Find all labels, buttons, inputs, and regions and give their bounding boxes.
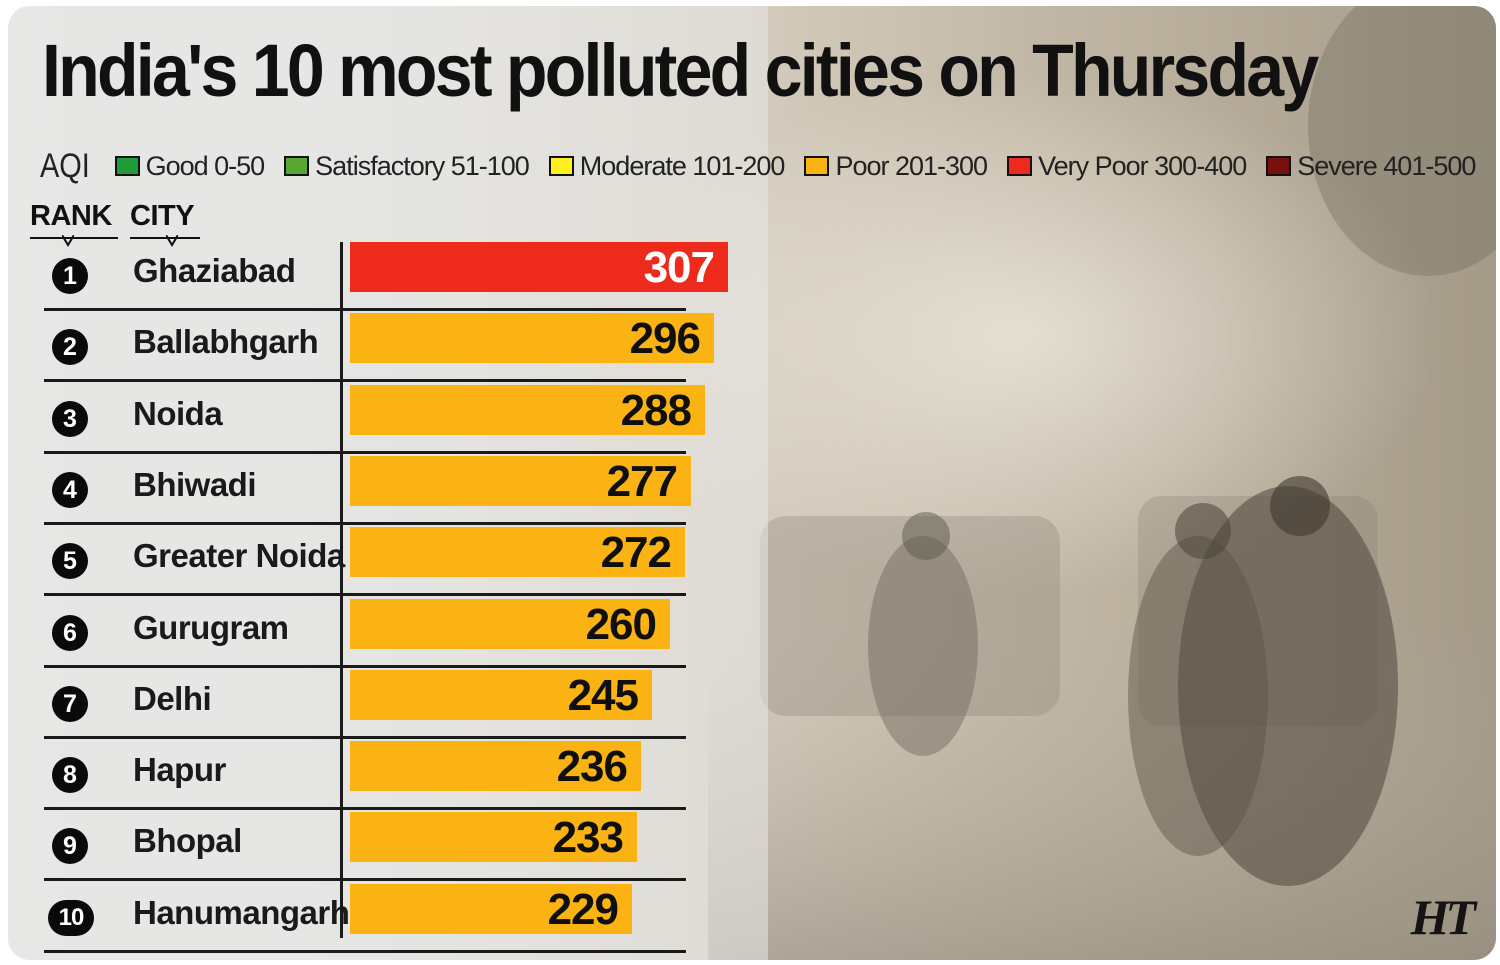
aqi-value-label: 229	[547, 884, 619, 934]
table-row: 2 Ballabhgarh 296	[44, 311, 714, 383]
aqi-bar: 277	[350, 455, 691, 506]
legend-swatch-very-poor	[1007, 156, 1033, 176]
city-label: Noida	[133, 394, 223, 432]
legend-item-severe: Severe 401-500	[1266, 150, 1476, 182]
aqi-value-label: 296	[629, 314, 701, 364]
aqi-bar: 296	[350, 313, 714, 364]
rank-badge: 6	[52, 614, 88, 651]
legend-item-poor: Poor 201-300	[804, 150, 988, 182]
table-row: 10 Hanumangarh 229	[44, 882, 686, 953]
city-label: Gurugram	[133, 608, 289, 646]
legend-label-severe: Severe 401-500	[1297, 150, 1476, 181]
row-divider	[44, 521, 686, 525]
city-label: Delhi	[133, 679, 212, 717]
legend-label-satisfactory: Satisfactory 51-100	[315, 150, 530, 181]
rank-badge: 5	[52, 543, 88, 580]
table-row: 5 Greater Noida 272	[44, 525, 686, 597]
row-divider	[44, 593, 686, 597]
city-label: Bhiwadi	[133, 465, 257, 503]
table-row: 6 Gurugram 260	[44, 597, 686, 668]
ht-logo: HT	[1410, 889, 1476, 945]
row-divider	[44, 807, 686, 811]
legend-swatch-moderate	[548, 156, 574, 176]
infographic-card: India's 10 most polluted cities on Thurs…	[8, 6, 1496, 960]
city-label: Bhopal	[133, 822, 242, 860]
rank-badge: 3	[52, 400, 88, 437]
aqi-value-label: 233	[552, 813, 624, 863]
aqi-bar: 272	[350, 527, 685, 578]
row-divider	[44, 949, 686, 953]
row-divider	[44, 735, 686, 739]
city-column-header: CITY	[130, 200, 201, 239]
aqi-value-label: 245	[567, 670, 639, 720]
legend-label-moderate: Moderate 101-200	[579, 150, 786, 181]
aqi-bar: 288	[350, 384, 705, 435]
row-divider	[44, 308, 686, 311]
city-header-pointer-icon	[166, 235, 178, 247]
aqi-bar: 229	[350, 883, 632, 934]
aqi-bar: 233	[350, 812, 637, 863]
aqi-value-label: 307	[643, 243, 715, 292]
aqi-value-label: 277	[606, 456, 678, 506]
legend-title: AQI	[40, 146, 90, 185]
rank-badge: 7	[52, 685, 88, 722]
city-label: Greater Noida	[133, 537, 345, 575]
table-row: 3 Noida 288	[44, 383, 705, 454]
aqi-legend: AQI Good 0-50 Satisfactory 51-100 Modera…	[40, 146, 1476, 186]
rank-badge: 10	[48, 899, 94, 936]
city-label: Ballabhgarh	[133, 323, 319, 361]
legend-swatch-good	[114, 156, 140, 176]
legend-label-poor: Poor 201-300	[835, 150, 988, 181]
rank-badge: 1	[52, 258, 88, 294]
legend-label-good: Good 0-50	[145, 150, 266, 181]
legend-item-satisfactory: Satisfactory 51-100	[284, 150, 530, 182]
rank-badge: 4	[52, 471, 88, 508]
rank-badge: 2	[52, 329, 88, 366]
rank-badge: 9	[52, 828, 88, 865]
aqi-value-label: 260	[585, 599, 657, 649]
city-label: Ghaziabad	[133, 252, 296, 289]
legend-label-very-poor: Very Poor 300-400	[1038, 150, 1247, 181]
aqi-bar: 245	[350, 669, 652, 720]
legend-swatch-severe	[1266, 156, 1292, 176]
row-divider	[44, 379, 686, 383]
legend-swatch-satisfactory	[284, 156, 310, 176]
city-label: Hapur	[133, 751, 226, 789]
rank-badge: 8	[52, 757, 88, 794]
row-divider	[44, 878, 686, 882]
rank-column-header: RANK	[30, 200, 118, 239]
aqi-bar: 236	[350, 741, 641, 792]
table-row: 7 Delhi 245	[44, 668, 686, 739]
aqi-value-label: 272	[600, 528, 672, 578]
rank-header-pointer-icon	[62, 235, 74, 247]
aqi-value-label: 288	[620, 385, 692, 435]
bar-axis-line	[340, 242, 343, 938]
legend-item-very-poor: Very Poor 300-400	[1007, 150, 1247, 182]
row-divider	[44, 664, 686, 668]
table-row: 1 Ghaziabad 307	[44, 240, 728, 311]
chart-title: India's 10 most polluted cities on Thurs…	[42, 29, 1319, 112]
row-divider	[44, 450, 686, 454]
legend-item-good: Good 0-50	[114, 150, 266, 182]
aqi-value-label: 236	[556, 742, 628, 792]
legend-swatch-poor	[804, 156, 830, 176]
aqi-bar: 307	[350, 242, 728, 292]
table-row: 8 Hapur 236	[44, 739, 686, 811]
legend-item-moderate: Moderate 101-200	[548, 150, 786, 182]
aqi-bar: 260	[350, 598, 670, 649]
city-label: Hanumangarh	[133, 893, 350, 931]
table-row: 9 Bhopal 233	[44, 810, 686, 882]
table-row: 4 Bhiwadi 277	[44, 454, 691, 525]
